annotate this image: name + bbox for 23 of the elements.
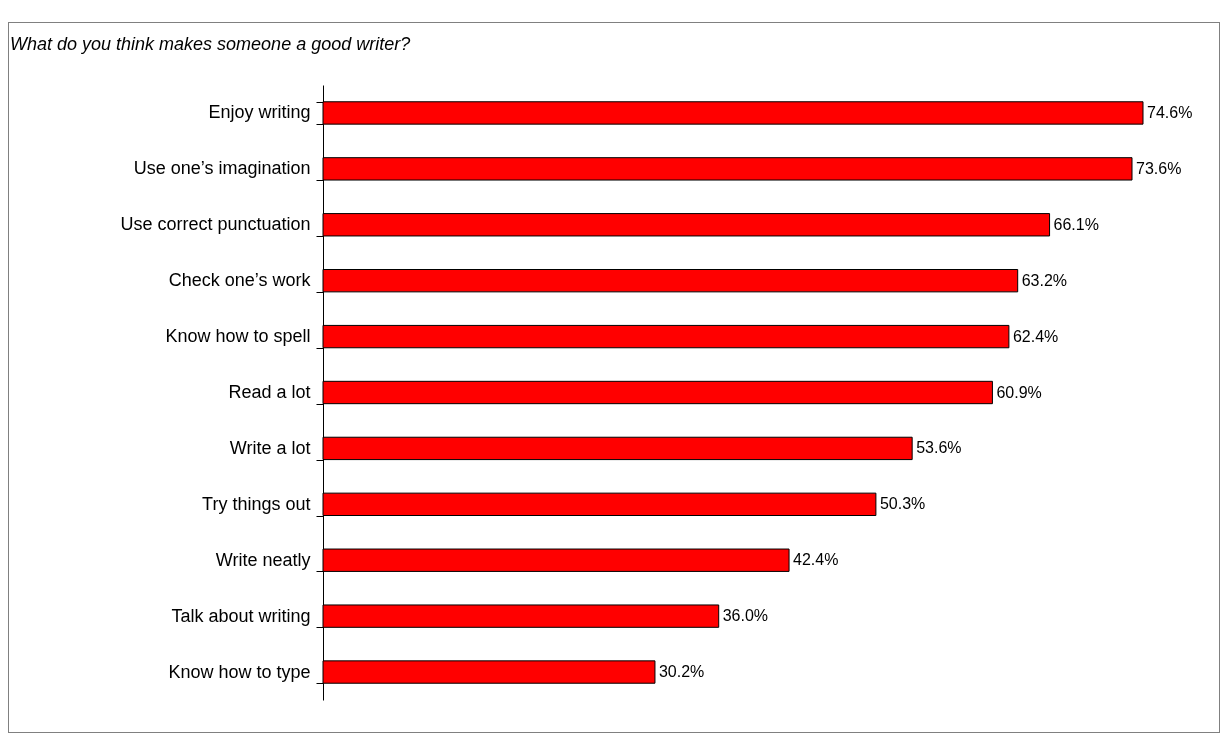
data-label: 74.6% xyxy=(1147,103,1193,121)
y-tick-label: Enjoy writing xyxy=(208,102,311,123)
data-label: 63.2% xyxy=(1021,271,1068,289)
y-tick-label: Read a lot xyxy=(228,382,311,402)
data-label: 60.9% xyxy=(996,383,1042,401)
data-label: 36.0% xyxy=(722,607,769,625)
y-tick-label: Use one’s imagination xyxy=(133,158,311,179)
data-label: 30.2% xyxy=(658,663,705,681)
data-label: 53.6% xyxy=(916,439,962,457)
data-label: 62.4% xyxy=(1012,327,1059,345)
data-label: 42.4% xyxy=(793,551,839,569)
y-tick-label: Use correct punctuation xyxy=(120,214,311,235)
y-tick-label: Know how to spell xyxy=(165,326,311,347)
chart-title: What do you think makes someone a good writer? xyxy=(10,34,411,54)
y-tick-label: Try things out xyxy=(202,493,311,514)
y-tick-label: Check one’s work xyxy=(168,270,312,291)
data-label: 50.3% xyxy=(879,495,926,513)
data-label: 73.6% xyxy=(1136,159,1182,177)
y-tick-label: Write a lot xyxy=(229,437,311,458)
y-tick-label: Talk about writing xyxy=(171,605,311,626)
y-tick-label: Write neatly xyxy=(215,549,311,570)
data-label: 66.1% xyxy=(1053,215,1099,233)
y-tick-label: Know how to type xyxy=(168,661,311,682)
